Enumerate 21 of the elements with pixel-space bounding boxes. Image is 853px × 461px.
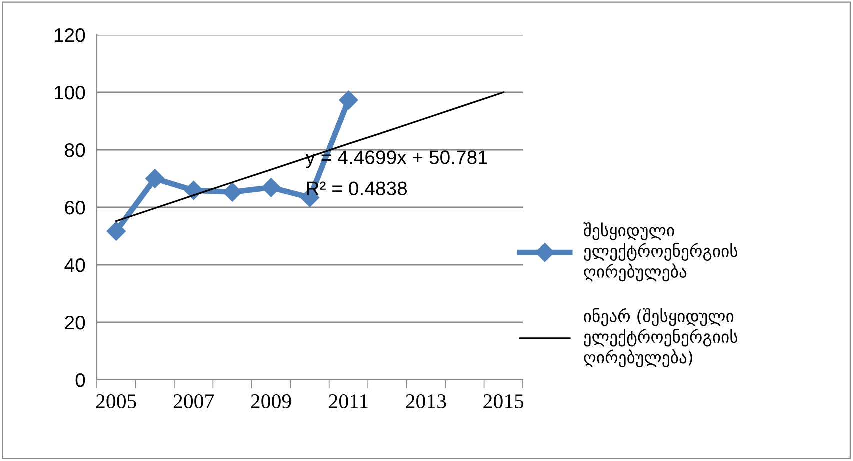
point (146, 169, 165, 188)
x-tick-label: 2009 (251, 394, 292, 409)
y-tick-label: 120 (54, 28, 86, 42)
y-tick-label: 100 (54, 86, 86, 100)
y-tick-label: 80 (65, 143, 86, 158)
y-tick-label: 20 (65, 316, 86, 330)
point (106, 222, 126, 241)
legend-label: ინეარ (შესყიდული ელექტროენერგიის ღირებულება) (584, 308, 738, 368)
point (262, 178, 281, 198)
x-tick-label: 2013 (406, 394, 446, 409)
point (223, 182, 242, 202)
x-tick-label: 2015 (484, 394, 524, 409)
y-tick-label: 40 (64, 258, 86, 272)
y-tick-label: 0 (76, 373, 86, 388)
point (339, 90, 358, 110)
y-tick-label: 60 (65, 200, 86, 215)
x-tick-label: 2007 (174, 394, 214, 409)
point (184, 181, 204, 200)
x-tick-label: 2005 (96, 394, 136, 409)
x-tick-label: 2011 (329, 394, 368, 409)
legend-label: შესყიდული ელექტროენერგიის ღირებულება (584, 222, 738, 282)
